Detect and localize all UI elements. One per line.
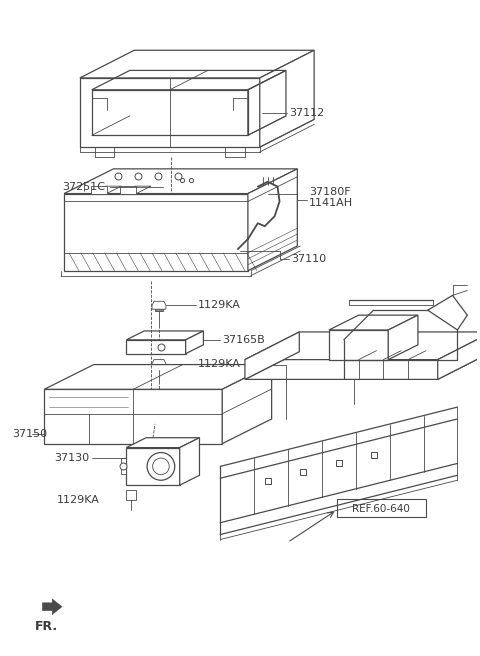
Polygon shape [120,186,136,194]
FancyBboxPatch shape [337,499,426,517]
Text: 37165B: 37165B [222,335,265,345]
Polygon shape [126,447,180,485]
Polygon shape [42,599,62,615]
Polygon shape [44,389,222,443]
Polygon shape [64,194,248,271]
Text: REF.60-640: REF.60-640 [352,504,410,514]
Polygon shape [258,176,277,185]
Polygon shape [126,331,204,340]
Polygon shape [91,186,107,194]
Polygon shape [180,438,200,485]
Polygon shape [155,363,163,369]
Polygon shape [388,315,418,359]
Text: FR.: FR. [35,620,58,633]
Polygon shape [120,186,151,194]
Polygon shape [126,438,200,447]
Text: 1141AH: 1141AH [309,199,353,209]
Polygon shape [438,332,480,379]
Text: 1129KA: 1129KA [197,359,240,369]
Polygon shape [126,340,186,354]
Polygon shape [152,359,166,367]
Polygon shape [222,365,272,443]
Polygon shape [245,332,300,379]
Polygon shape [163,176,194,197]
Polygon shape [121,459,126,474]
Text: 37112: 37112 [289,108,324,117]
Polygon shape [260,51,314,147]
Polygon shape [329,330,388,359]
Polygon shape [44,365,272,389]
Text: 37180F: 37180F [309,186,351,197]
Polygon shape [155,305,163,311]
Polygon shape [245,352,480,379]
Text: 37150: 37150 [12,429,48,439]
Text: 1129KA: 1129KA [57,495,100,505]
Polygon shape [329,315,418,330]
Polygon shape [126,490,136,500]
Polygon shape [245,332,480,359]
Polygon shape [163,170,208,176]
Polygon shape [64,169,297,194]
Polygon shape [194,170,208,197]
Polygon shape [152,301,166,309]
Text: 37130: 37130 [54,453,89,464]
Text: 1129KA: 1129KA [197,300,240,310]
Polygon shape [80,51,314,78]
Polygon shape [91,186,121,194]
Polygon shape [80,78,260,147]
Text: 37251C: 37251C [62,182,105,192]
Polygon shape [248,169,297,271]
Text: 37110: 37110 [291,254,326,264]
Polygon shape [186,331,204,354]
